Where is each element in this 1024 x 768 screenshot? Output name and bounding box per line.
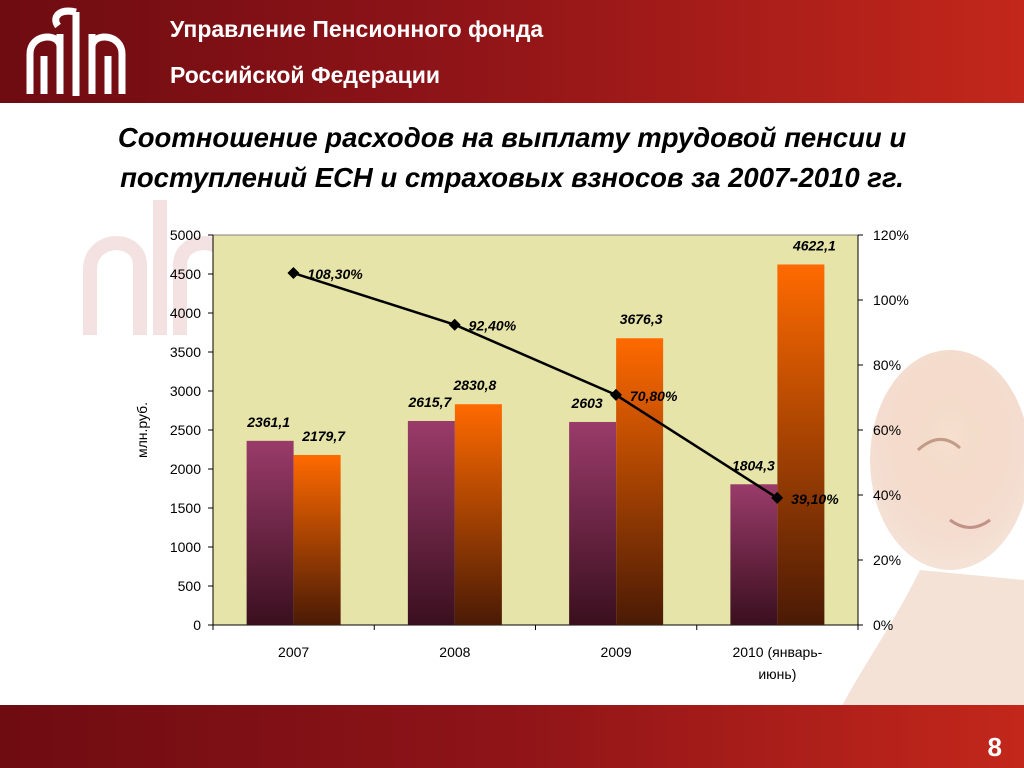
y-tick-label: 5000 xyxy=(170,227,201,243)
man-portrait-illustration xyxy=(840,350,1024,710)
data-label-esn: 2603 xyxy=(571,395,603,411)
line-obespechennost xyxy=(293,271,778,499)
slide-title: Соотношение расходов на выплату трудовой… xyxy=(20,118,1004,198)
bar-need xyxy=(454,404,502,625)
y2-tick-label: 40% xyxy=(873,487,901,503)
y2-tick-label: 60% xyxy=(873,422,901,438)
page-number: 8 xyxy=(987,732,1002,762)
line-marker xyxy=(771,491,784,504)
org-name-line1: Управление Пенсионного фонда xyxy=(170,16,544,42)
pension-fund-logo xyxy=(26,7,126,96)
data-label-line: 39,10% xyxy=(791,491,839,507)
x-tick-label: 2009 xyxy=(601,644,632,660)
bar-need xyxy=(616,338,664,625)
bar-esn xyxy=(569,421,617,625)
y-tick-label: 2000 xyxy=(170,461,201,477)
y2-tick-label: 100% xyxy=(873,292,909,308)
data-label-line: 70,80% xyxy=(630,388,678,404)
slide-title-line1: Соотношение расходов на выплату трудовой… xyxy=(117,122,907,153)
bar-need xyxy=(293,454,341,625)
y-tick-label: 1000 xyxy=(170,539,201,555)
bar-esn xyxy=(246,440,294,625)
org-name-line2: Российской Федерации xyxy=(170,62,441,88)
header-band: Управление Пенсионного фонда Российской … xyxy=(0,0,1024,103)
data-label-esn: 2615,7 xyxy=(407,394,452,410)
line-marker xyxy=(287,267,300,280)
line-marker xyxy=(609,388,622,401)
x-tick-label: июнь) xyxy=(758,666,796,682)
x-tick-label: 2007 xyxy=(278,644,309,660)
data-label-line: 108,30% xyxy=(307,266,363,282)
bar-esn xyxy=(407,420,455,625)
y-tick-label: 500 xyxy=(178,578,202,594)
y2-tick-label: 20% xyxy=(873,552,901,568)
bar-need xyxy=(777,264,825,625)
data-label-need: 4622,1 xyxy=(792,237,836,253)
data-label-esn: 1804,3 xyxy=(732,457,775,473)
data-label-esn: 2361,1 xyxy=(246,414,290,430)
y2-tick-label: 80% xyxy=(873,357,901,373)
data-label-need: 2830,8 xyxy=(452,377,496,393)
x-tick-label: 2008 xyxy=(439,644,470,660)
slide-title-line2: поступлений ЕСН и страховых взносов за 2… xyxy=(120,162,904,193)
y-tick-label: 4000 xyxy=(170,305,201,321)
footer-band xyxy=(0,705,1024,768)
y-tick-label: 1500 xyxy=(170,500,201,516)
data-label-need: 3676,3 xyxy=(620,311,663,327)
y-tick-label: 4500 xyxy=(170,266,201,282)
bar-esn xyxy=(730,484,778,625)
line-marker xyxy=(448,318,461,331)
x-tick-label: 2010 (январь- xyxy=(732,644,822,660)
data-label-need: 2179,7 xyxy=(301,428,346,444)
y-tick-label: 0 xyxy=(193,617,201,633)
y-axis-title: млн.руб. xyxy=(134,402,150,458)
data-label-line: 92,40% xyxy=(469,318,517,334)
y2-tick-label: 0% xyxy=(873,617,893,633)
y-tick-label: 3000 xyxy=(170,383,201,399)
y2-tick-label: 120% xyxy=(873,227,909,243)
y-tick-label: 3500 xyxy=(170,344,201,360)
y-tick-label: 2500 xyxy=(170,422,201,438)
